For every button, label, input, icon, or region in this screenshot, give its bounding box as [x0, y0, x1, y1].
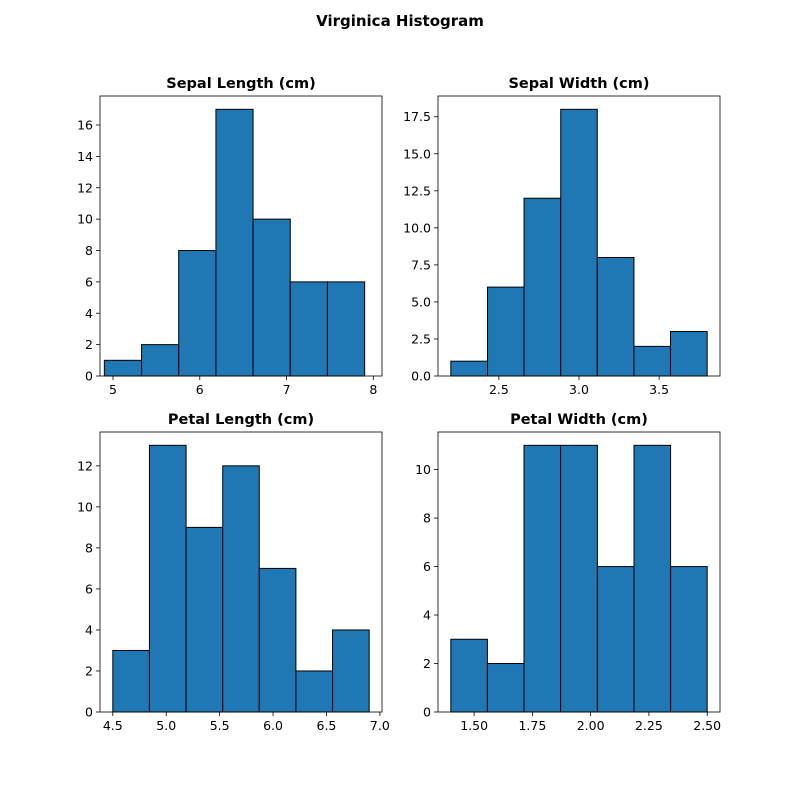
x-tick-label: 4.5	[103, 718, 123, 733]
y-tick-label: 17.5	[403, 109, 431, 124]
y-tick-label: 15.0	[403, 146, 431, 161]
y-tick-label: 10	[77, 499, 93, 514]
histogram-bar	[670, 566, 708, 713]
y-tick-label: 5.0	[411, 294, 431, 309]
y-tick-label: 4	[85, 622, 93, 637]
subplot-title: Sepal Width (cm)	[508, 76, 649, 92]
histogram-bar	[295, 670, 334, 713]
x-tick-label: 8	[369, 382, 377, 397]
histogram-bar	[523, 444, 562, 713]
histogram-bar	[252, 218, 291, 377]
axes-frame	[99, 95, 383, 377]
x-tick-label: 7	[283, 382, 291, 397]
x-tick-label: 5	[109, 382, 117, 397]
x-tick-label: 6	[196, 382, 204, 397]
histogram-bar	[596, 566, 635, 713]
y-tick-label: 8	[85, 243, 93, 258]
x-tick-label: 7.0	[370, 718, 390, 733]
y-tick-label: 6	[85, 274, 93, 289]
histogram-bar	[103, 359, 143, 377]
histogram-bar	[450, 638, 488, 713]
histogram-bar	[215, 108, 254, 377]
axes-frame	[437, 431, 721, 713]
histogram-bar	[185, 526, 224, 713]
y-tick-label: 0	[85, 705, 93, 720]
y-tick-label: 8	[423, 511, 431, 526]
y-tick-label: 6	[85, 581, 93, 596]
x-tick-label: 3.0	[569, 382, 589, 397]
histogram-bar	[596, 256, 635, 377]
histogram-bar	[326, 281, 366, 377]
y-tick-label: 12.5	[403, 183, 431, 198]
histogram-bar	[222, 465, 260, 713]
histogram-bar	[560, 108, 598, 377]
x-tick-label: 2.50	[693, 718, 721, 733]
histogram-bar	[450, 360, 489, 377]
axes-frame	[99, 431, 383, 713]
histogram-bar	[148, 444, 187, 713]
x-tick-label: 1.75	[518, 718, 546, 733]
x-tick-label: 3.5	[649, 382, 669, 397]
y-tick-label: 12	[77, 180, 93, 195]
subplot-title: Sepal Length (cm)	[166, 76, 316, 92]
histogram-bar	[487, 286, 525, 377]
y-tick-label: 0.0	[411, 369, 431, 384]
y-tick-label: 2.5	[411, 331, 431, 346]
subplot-2: Sepal Width (cm) 2.5 3.0 3.5 0.0 2.5 5.0 7.5 10.…	[403, 76, 721, 397]
subplot-title: Petal Width (cm)	[510, 412, 648, 428]
subplot-1: Sepal Length (cm) 5 6 7 8 0 2 4 6 8 10 12 14 16	[77, 76, 383, 397]
x-tick-label: 5.5	[210, 718, 230, 733]
y-tick-label: 10	[77, 212, 93, 227]
x-tick-label: 6.5	[317, 718, 337, 733]
y-tick-label: 12	[77, 458, 93, 473]
y-tick-label: 14	[77, 149, 93, 164]
y-tick-label: 2	[423, 656, 431, 671]
histogram-bar	[523, 197, 562, 377]
histogram-bar	[112, 649, 150, 713]
y-tick-label: 16	[77, 118, 93, 133]
histogram-bar	[633, 444, 672, 713]
y-tick-label: 7.5	[411, 257, 431, 272]
histogram-bar	[560, 444, 598, 713]
figure-title: Virginica Histogram	[316, 12, 484, 30]
x-tick-label: 6.0	[263, 718, 283, 733]
subplot-title: Petal Length (cm)	[168, 412, 314, 428]
histogram-bar	[332, 629, 370, 713]
y-tick-label: 8	[85, 540, 93, 555]
subplot-3: Petal Length (cm) 4.5 5.0 5.5 6.0 6.5 7.0 0 2 4 6 8…	[77, 412, 390, 733]
y-tick-label: 4	[85, 306, 93, 321]
y-tick-label: 0	[85, 369, 93, 384]
x-tick-label: 1.50	[460, 718, 488, 733]
y-tick-label: 10.0	[403, 220, 431, 235]
y-tick-label: 10	[415, 462, 431, 477]
y-tick-label: 0	[423, 705, 431, 720]
y-tick-label: 4	[423, 608, 431, 623]
y-tick-label: 6	[423, 559, 431, 574]
y-tick-label: 2	[85, 663, 93, 678]
x-tick-label: 5.0	[156, 718, 176, 733]
histogram-bar	[141, 344, 180, 377]
histogram-bar	[289, 281, 328, 377]
histogram-bar	[178, 250, 217, 377]
subplot-4: Petal Width (cm) 1.50 1.75 2.00 2.25 2.50 0 2 4 6…	[415, 412, 721, 733]
histogram-bar	[486, 663, 525, 713]
x-tick-label: 2.25	[635, 718, 663, 733]
histogram-bar	[669, 331, 708, 377]
x-tick-label: 2.5	[489, 382, 509, 397]
histogram-bar	[633, 345, 671, 377]
histogram-bar	[258, 567, 297, 713]
y-tick-label: 2	[85, 337, 93, 352]
x-tick-label: 2.00	[577, 718, 605, 733]
